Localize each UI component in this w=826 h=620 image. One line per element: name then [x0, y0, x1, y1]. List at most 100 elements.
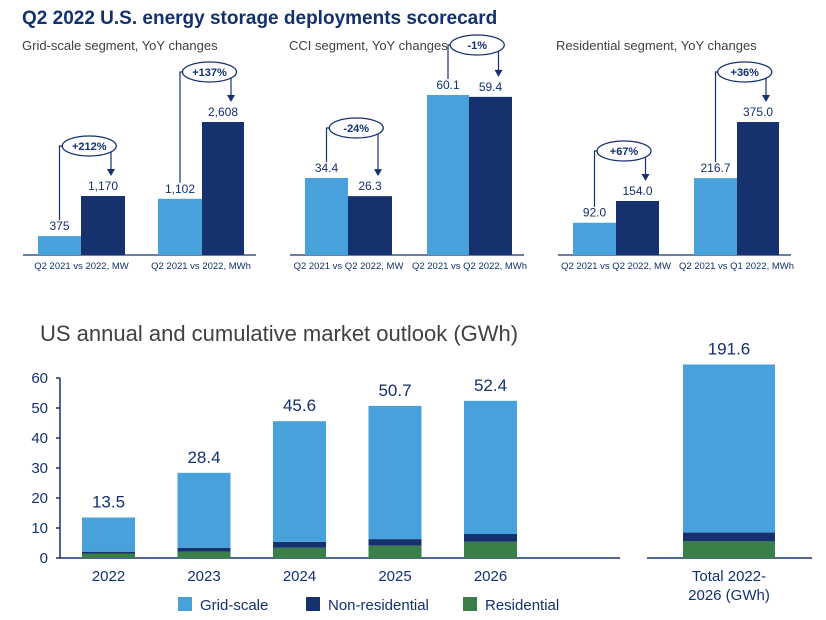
segment-panel-1: CCI segment, YoY changes 34.4 26.3 Q2 2021 … — [289, 34, 527, 272]
bar-segment-non-residential-2023 — [177, 547, 231, 552]
bar-segment-grid-scale-2026 — [464, 400, 517, 534]
legend-label: Residential — [485, 597, 559, 614]
total-category-label: 2026 (GWh) — [688, 587, 770, 604]
change-label: +137% — [192, 67, 227, 79]
y-tick-label: 10 — [31, 520, 48, 537]
bar-total-label: 45.6 — [283, 396, 316, 415]
category-label: Q2 2021 vs 2022, MWh — [151, 261, 251, 272]
category-label: Q2 2021 vs Q1 2022, MWh — [679, 261, 794, 272]
category-label: Q2 2021 vs Q2 2022, MWh — [412, 261, 527, 272]
bar-value-label: 60.1 — [436, 78, 460, 92]
panel-subtitle: Grid-scale segment, YoY changes — [22, 38, 218, 53]
bar-2022 — [202, 122, 244, 255]
bar-segment-residential-2026 — [464, 541, 517, 558]
panel-subtitle: CCI segment, YoY changes — [289, 38, 448, 53]
bar-2022 — [616, 201, 659, 255]
change-label: +67% — [610, 146, 639, 158]
x-tick-label: 2022 — [92, 568, 125, 585]
bar-value-label: 216.7 — [700, 161, 730, 175]
bar-segment-grid-scale-2022 — [82, 517, 135, 552]
arrow-down-icon — [227, 95, 235, 102]
bar-2021 — [573, 222, 616, 255]
bar-segment-non-residential-2026 — [464, 534, 517, 542]
change-label: +36% — [731, 67, 760, 79]
bar-segment-residential-2024 — [273, 547, 326, 558]
bar-2021 — [38, 236, 81, 255]
x-tick-label: 2023 — [187, 568, 220, 585]
bar-2022 — [737, 122, 779, 255]
segment-panel-2: Residential segment, YoY changes 92.0 154.… — [556, 38, 794, 272]
bar-2021 — [305, 178, 348, 255]
bar-value-label: 26.3 — [358, 179, 382, 193]
x-tick-label: 2024 — [283, 568, 316, 585]
bar-2021 — [694, 178, 737, 255]
category-label: Q2 2021 vs 2022, MW — [34, 261, 129, 272]
change-label: +212% — [72, 141, 107, 153]
y-tick-label: 40 — [31, 430, 48, 447]
bar-value-label: 1,102 — [165, 182, 195, 196]
total-category-label: Total 2022- — [692, 568, 766, 585]
bar-segment-non-residential-2025 — [368, 539, 422, 546]
y-tick-label: 30 — [31, 460, 48, 477]
legend-label: Non-residential — [328, 597, 429, 614]
legend-swatch-non-residential — [306, 597, 320, 611]
y-tick-label: 20 — [31, 490, 48, 507]
bar-total-label: 52.4 — [474, 376, 507, 395]
bar-2022 — [469, 96, 512, 256]
total-segment-residential — [683, 541, 775, 558]
outlook-title: US annual and cumulative market outlook … — [40, 321, 518, 346]
arrow-down-icon — [641, 174, 650, 181]
bar-segment-residential-2023 — [177, 551, 231, 558]
y-tick-label: 0 — [40, 550, 48, 567]
bar-value-label: 34.4 — [315, 161, 339, 175]
bar-total-label: 28.4 — [187, 448, 220, 467]
bar-2022 — [348, 196, 392, 255]
bar-segment-grid-scale-2023 — [177, 472, 231, 548]
bar-2022 — [81, 196, 125, 255]
bar-value-label: 375 — [49, 219, 69, 233]
arrow-down-icon — [762, 95, 770, 102]
change-bubble — [449, 34, 505, 56]
legend-swatch-grid-scale — [178, 597, 192, 611]
bar-segment-residential-2022 — [82, 553, 135, 558]
arrow-down-icon — [374, 169, 382, 177]
x-tick-label: 2026 — [474, 568, 507, 585]
figure-title: Q2 2022 U.S. energy storage deployments … — [22, 8, 497, 29]
change-bubble — [181, 61, 238, 83]
bar-value-label: 59.4 — [479, 80, 503, 94]
arrow-down-icon — [494, 69, 503, 77]
total-segment-non-residential — [683, 532, 775, 542]
bar-2021 — [158, 198, 202, 255]
bar-segment-non-residential-2024 — [273, 541, 326, 548]
y-tick-label: 50 — [31, 400, 48, 417]
bar-segment-residential-2025 — [368, 545, 422, 558]
segment-panel-0: Grid-scale segment, YoY changes 375 1,170 Q… — [22, 38, 256, 272]
change-label: -24% — [343, 123, 369, 135]
bar-value-label: 154.0 — [622, 184, 652, 198]
change-bubble — [328, 117, 384, 139]
category-label: Q2 2021 vs Q2 2022, MW — [561, 261, 671, 272]
change-bubble — [596, 140, 652, 162]
bar-segment-non-residential-2022 — [82, 551, 135, 554]
bar-value-label: 1,170 — [88, 179, 118, 193]
category-label: Q2 2021 vs Q2 2022, MW — [294, 261, 404, 272]
legend-label: Grid-scale — [200, 597, 268, 614]
x-tick-label: 2025 — [378, 568, 411, 585]
bar-total-label: 13.5 — [92, 493, 125, 512]
total-value-label: 191.6 — [708, 339, 751, 358]
bar-segment-grid-scale-2024 — [273, 421, 326, 542]
bar-total-label: 50.7 — [378, 381, 411, 400]
legend-swatch-residential — [463, 597, 477, 611]
y-tick-label: 60 — [31, 370, 48, 387]
change-bubble — [717, 61, 773, 83]
change-bubble — [61, 135, 117, 157]
bar-value-label: 92.0 — [583, 206, 607, 220]
bar-segment-grid-scale-2025 — [368, 405, 422, 540]
bar-value-label: 375.0 — [743, 105, 773, 119]
change-label: -1% — [467, 40, 487, 52]
total-segment-grid-scale — [683, 364, 775, 533]
bar-value-label: 2,608 — [208, 105, 238, 119]
panel-subtitle: Residential segment, YoY changes — [556, 38, 757, 53]
bar-2021 — [427, 95, 469, 255]
